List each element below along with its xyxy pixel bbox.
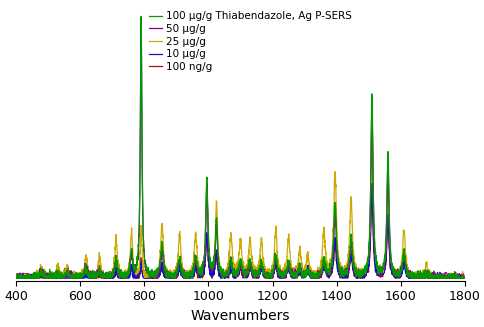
X-axis label: Wavenumbers: Wavenumbers [190, 309, 289, 323]
Legend: 100 μg/g Thiabendazole, Ag P-SERS, 50 μg/g, 25 μg/g, 10 μg/g, 100 ng/g: 100 μg/g Thiabendazole, Ag P-SERS, 50 μg… [147, 9, 353, 74]
